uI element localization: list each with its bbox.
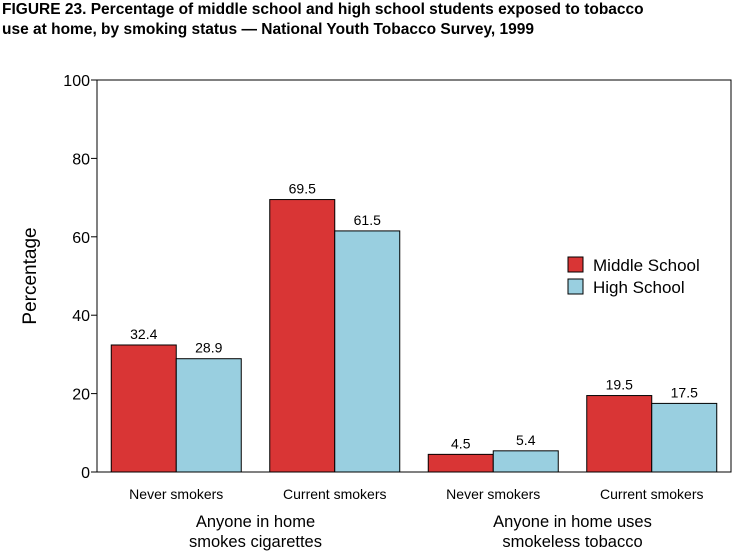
- x-tick-label: Current smokers: [283, 486, 386, 502]
- bar-middle-school: [427, 453, 494, 473]
- x-tick-label: Never smokers: [129, 486, 223, 502]
- data-label: 28.9: [195, 340, 222, 356]
- y-tick-label: 0: [81, 465, 90, 482]
- data-label: 4.5: [451, 435, 471, 451]
- figure-title: FIGURE 23. Percentage of middle school a…: [2, 0, 746, 40]
- title-line-1: FIGURE 23. Percentage of middle school a…: [2, 1, 644, 18]
- bar-middle-school: [586, 395, 653, 473]
- title-line-2: use at home, by smoking status — Nationa…: [2, 21, 535, 38]
- legend-swatch: [567, 256, 584, 273]
- legend-label: High School: [593, 278, 685, 297]
- group-label-line-2: smokeless tobacco: [502, 533, 642, 551]
- legend-label: Middle School: [593, 256, 700, 275]
- data-label: 19.5: [606, 377, 633, 393]
- x-tick-label: Current smokers: [600, 486, 703, 502]
- y-tick-label: 40: [72, 308, 90, 325]
- group-label-line-2: smokes cigarettes: [189, 533, 322, 551]
- y-tick-label: 20: [72, 387, 90, 404]
- bar-high-school: [492, 450, 559, 473]
- y-axis-label: Percentage: [20, 227, 41, 324]
- y-tick-label: 100: [63, 73, 90, 90]
- plot-frame: [96, 79, 732, 473]
- data-label: 17.5: [671, 384, 698, 400]
- bar-middle-school: [269, 199, 336, 473]
- x-tick-label: Never smokers: [446, 486, 540, 502]
- bar-middle-school: [110, 344, 177, 473]
- bar-high-school: [334, 230, 401, 473]
- bar-high-school: [651, 402, 718, 473]
- bar-high-school: [175, 358, 242, 473]
- group-label-line-1: Anyone in home uses: [493, 513, 652, 531]
- data-label: 61.5: [354, 212, 381, 228]
- legend-swatch: [567, 278, 584, 295]
- data-label: 69.5: [289, 181, 316, 197]
- y-tick-label: 80: [72, 151, 90, 168]
- group-label-line-1: Anyone in home: [196, 513, 315, 531]
- data-label: 5.4: [516, 432, 536, 448]
- data-label: 32.4: [130, 326, 157, 342]
- y-tick-label: 60: [72, 230, 90, 247]
